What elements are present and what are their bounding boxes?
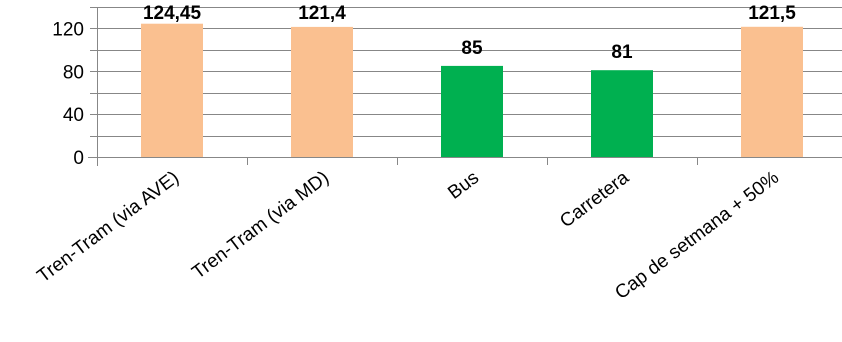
category-label-1: Tren-Tram (via AVE) [34,167,184,287]
bar-4 [591,70,653,157]
category-labels: Tren-Tram (via AVE) Tren-Tram (via MD) Bus… [34,167,784,304]
data-label-2: 121,4 [298,3,346,24]
data-labels: 124,45 121,4 85 81 121,5 [143,3,796,63]
category-label-2: Tren-Tram (via MD) [188,167,333,283]
data-label-3: 85 [461,38,483,59]
data-label-4: 81 [611,42,633,63]
category-label-4: Carretera [556,167,633,232]
bar-2 [291,27,353,157]
data-label-1: 124,45 [143,3,202,24]
bar-3 [441,66,503,157]
category-label-5: Cap de setmana + 50% [611,167,783,304]
bar-5 [741,27,803,157]
y-tick-labels: 0 40 80 120 [52,19,84,169]
y-tick-label: 120 [52,19,84,40]
bar-1 [141,24,203,157]
category-label-3: Bus [444,167,483,203]
y-tick-label: 40 [63,105,84,126]
data-label-5: 121,5 [748,3,796,24]
y-tick-label: 80 [63,62,84,83]
y-tick-label: 0 [73,148,84,169]
